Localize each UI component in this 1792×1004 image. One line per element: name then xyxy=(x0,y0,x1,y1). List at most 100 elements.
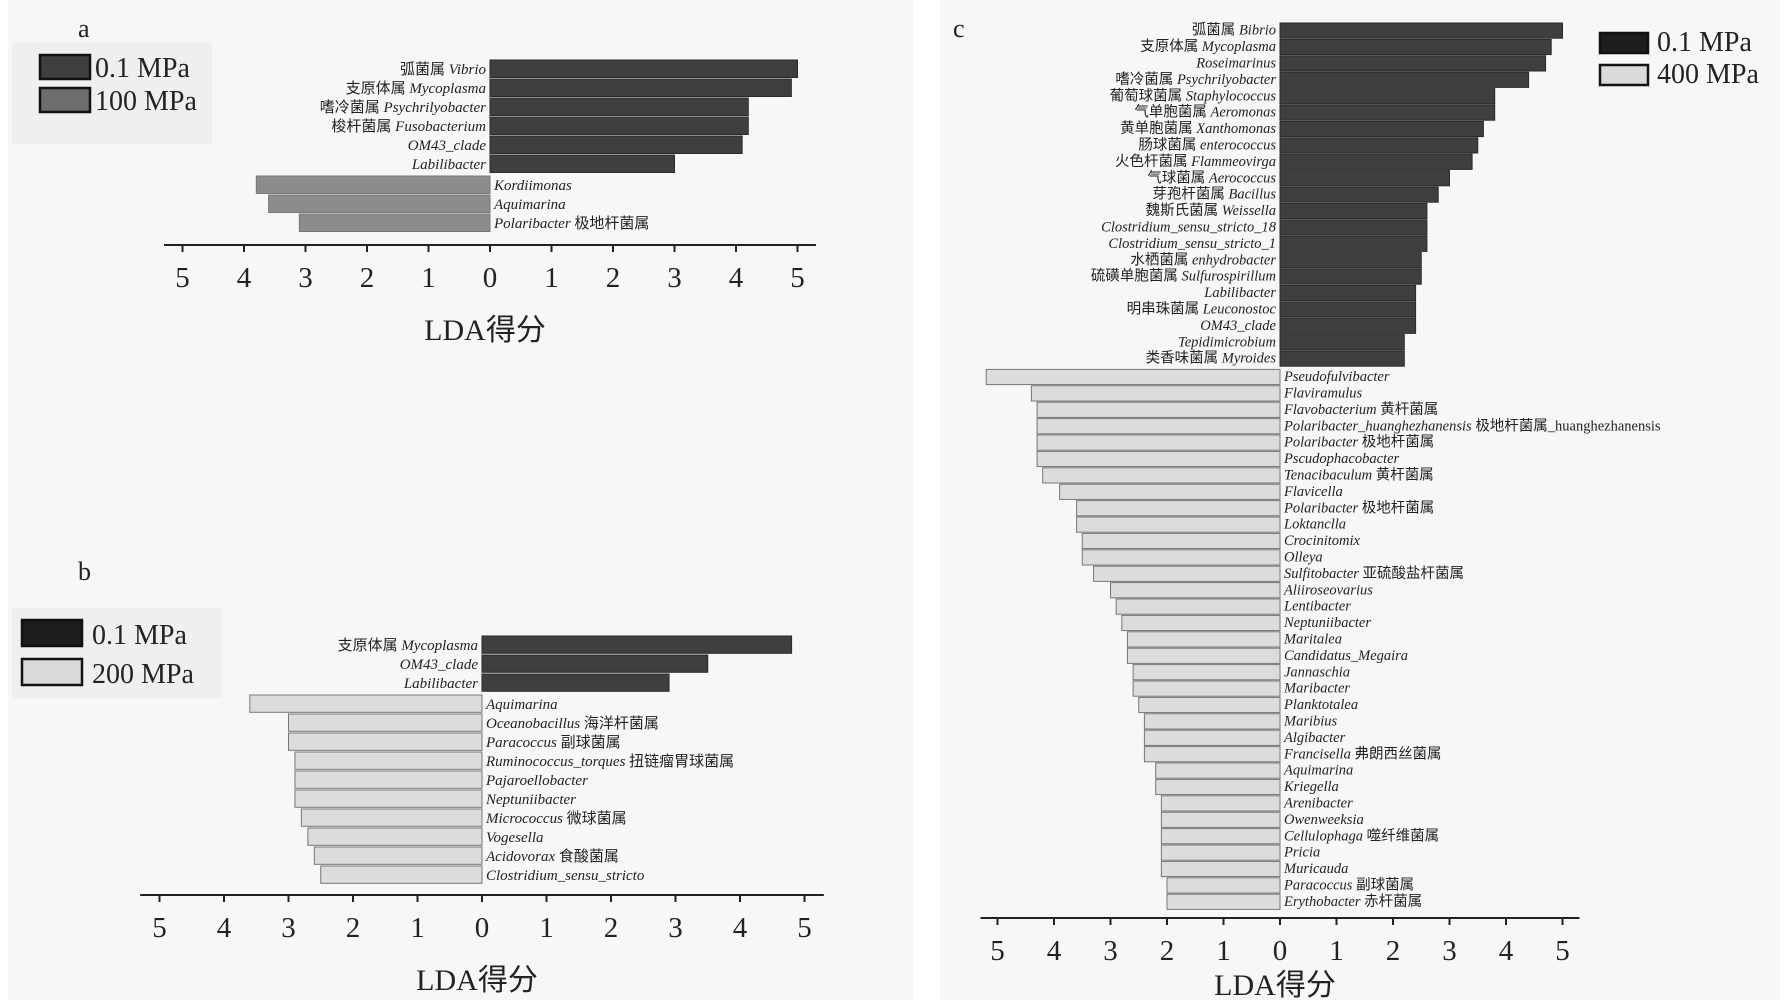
category-label: 葡萄球菌属 Staphylococcus xyxy=(1110,87,1277,104)
x-tick-label: 1 xyxy=(544,262,559,294)
legend-label: 0.1 MPa xyxy=(95,53,190,84)
category-label: Paracoccus 副球菌属 xyxy=(485,734,621,751)
x-tick-label: 2 xyxy=(1386,935,1401,967)
category-label: Pajaroellobacter xyxy=(485,773,588,789)
x-tick-label: 4 xyxy=(733,912,748,944)
category-label: 支原体属 Mycoplasma xyxy=(338,637,478,654)
category-label: 水栖菌属 enhydrobacter xyxy=(1130,251,1276,268)
x-tick-label: 5 xyxy=(1555,935,1570,967)
category-label: Cellulophaga 噬纤维菌属 xyxy=(1284,827,1439,844)
bar xyxy=(1143,713,1281,730)
category-label: Labilibacter xyxy=(403,676,478,692)
bar xyxy=(1279,301,1417,318)
x-tick-label: 5 xyxy=(990,935,1005,967)
bar xyxy=(481,654,709,673)
bar xyxy=(1081,532,1281,550)
category-label: Clostridium_sensu_stricto_1 xyxy=(1108,236,1276,252)
category-label: 梭杆菌属 Fusobacterium xyxy=(331,117,486,135)
category-label: Clostridium_sensu_stricto_18 xyxy=(1101,220,1277,236)
category-label: Aquimarina xyxy=(493,197,566,213)
category-label: Labilibacter xyxy=(1203,285,1276,301)
category-label: 魏斯氏菌属 Weissella xyxy=(1146,202,1276,219)
x-axis-title: LDA得分 xyxy=(424,314,546,347)
legend-swatch xyxy=(38,53,92,81)
bar xyxy=(1138,696,1281,714)
category-label: Francisella 弗朗西丝菌属 xyxy=(1283,745,1441,762)
x-tick-label: 2 xyxy=(606,262,621,294)
bar xyxy=(1279,88,1496,105)
bar xyxy=(294,770,483,789)
bar xyxy=(1036,434,1281,451)
bar xyxy=(1279,137,1479,154)
x-tick-label: 3 xyxy=(668,912,683,944)
bar xyxy=(1279,22,1563,39)
category-label: Aquimarina xyxy=(1283,763,1353,779)
bar xyxy=(1166,893,1281,910)
x-tick-label: 4 xyxy=(237,262,252,294)
x-tick-label: 1 xyxy=(539,912,554,944)
category-label: Pseudofulvibacter xyxy=(1283,369,1390,385)
x-tick-label: 0 xyxy=(475,912,490,944)
legend-swatch xyxy=(38,86,92,114)
legend-swatch xyxy=(1598,31,1650,55)
category-label: Loktanclla xyxy=(1283,517,1346,533)
bar xyxy=(1279,104,1496,121)
x-axis-title: LDA得分 xyxy=(1214,969,1336,1002)
bar xyxy=(1132,680,1281,697)
bar xyxy=(489,78,792,97)
bar xyxy=(1115,598,1281,615)
x-tick-label: 3 xyxy=(298,262,313,294)
category-label: 弧菌属 Vibrio xyxy=(400,61,486,78)
bar xyxy=(300,808,483,827)
bar xyxy=(1036,418,1281,435)
x-tick-label: 4 xyxy=(217,912,232,944)
bar xyxy=(1279,55,1547,72)
category-label: Tepidimicrobium xyxy=(1178,334,1276,350)
x-tick-label: 5 xyxy=(175,262,190,294)
category-label: 支原体属 Mycoplasma xyxy=(346,80,486,97)
x-tick-label: 5 xyxy=(797,912,812,944)
bar xyxy=(307,827,483,846)
category-label: OM43_clade xyxy=(1200,318,1276,334)
legend-swatch xyxy=(20,657,84,687)
bar xyxy=(1143,746,1281,763)
legend-label: 0.1 MPa xyxy=(1657,27,1752,58)
bar xyxy=(1279,120,1484,138)
bar xyxy=(1059,483,1281,500)
bar xyxy=(249,694,483,713)
x-tick-label: 2 xyxy=(1160,935,1175,967)
category-label: OM43_clade xyxy=(400,657,479,673)
category-label: Crocinitomix xyxy=(1284,533,1361,549)
category-label: OM43_clade xyxy=(408,138,487,154)
bar xyxy=(489,59,798,78)
bar xyxy=(489,97,749,116)
category-label: Pscudophacobacter xyxy=(1283,451,1400,467)
bar xyxy=(1279,284,1417,302)
x-tick-label: 1 xyxy=(410,912,425,944)
bar xyxy=(1166,877,1281,894)
bar xyxy=(1081,549,1281,566)
bar xyxy=(1279,202,1428,220)
bar xyxy=(481,673,670,692)
category-label: Labilibacter xyxy=(411,157,486,173)
category-label: Flavicella xyxy=(1283,484,1343,500)
category-label: Kriegella xyxy=(1283,779,1339,795)
category-label: 黄单胞菌属 Xanthomonas xyxy=(1120,120,1276,137)
bar xyxy=(1279,38,1552,56)
x-tick-label: 1 xyxy=(1216,935,1231,967)
bar xyxy=(481,635,793,654)
category-label: Polaribacter_huanghezhanensis 极地杆菌属_huan… xyxy=(1283,417,1661,434)
category-label: Flaviramulus xyxy=(1283,386,1362,402)
category-label: Sulfitobacter 亚硫酸盐杆菌属 xyxy=(1284,565,1464,582)
bar xyxy=(294,789,483,808)
category-label: Kordiimonas xyxy=(493,178,572,194)
bar xyxy=(1279,350,1405,367)
legend-label: 200 MPa xyxy=(92,659,194,690)
category-label: Aliiroseovarius xyxy=(1283,582,1373,598)
category-label: Erythobacter 赤杆菌属 xyxy=(1283,893,1422,910)
category-label: Polaribacter 极地杆菌属 xyxy=(493,215,649,232)
panel-b-chart: 0.1 MPa 200 MPa 支原体属 Mycoplasma OM43_clade L… xyxy=(12,608,824,997)
bar xyxy=(1279,186,1439,203)
